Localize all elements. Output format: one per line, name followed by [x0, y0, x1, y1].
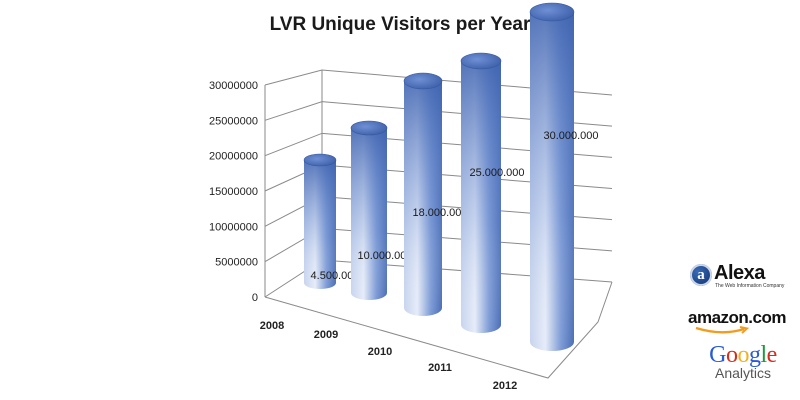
floor-edge [264, 281, 613, 379]
amazon-smile-icon [695, 326, 750, 334]
google-analytics-logo: Google Analytics [698, 342, 788, 392]
x-tick-label: 2009 [314, 329, 338, 341]
google-letter: o [726, 342, 738, 368]
google-wordmark: Google [698, 342, 788, 368]
alexa-tagline: The Web Information Company [715, 283, 785, 289]
google-letter: e [766, 342, 778, 368]
google-letter: g [749, 342, 761, 368]
data-label: 4.500.000 [311, 270, 360, 282]
x-tick-label: 2011 [428, 362, 452, 374]
google-letter: l [760, 342, 768, 368]
bars: 4.500.000 10.000.000 18.000.000 25.000.000 3… [303, 2, 599, 351]
google-letter: G [709, 342, 726, 368]
amazon-wordmark: amazon.com [688, 308, 786, 327]
x-tick-label: 2010 [368, 346, 392, 358]
y-tick-label: 15000000 [209, 186, 258, 198]
bar-2010 [403, 72, 443, 316]
x-tick-label: 2012 [493, 380, 517, 392]
y-tick-label: 25000000 [209, 115, 258, 127]
bar-2008 [303, 153, 337, 289]
chart-title: LVR Unique Visitors per Year [270, 14, 531, 35]
y-tick-label: 0 [252, 292, 258, 304]
alexa-logo: a Alexa The Web Information Company [690, 262, 790, 292]
y-tick-label: 20000000 [209, 151, 258, 163]
gridlines [264, 69, 613, 379]
data-label: 25.000.000 [469, 167, 524, 179]
y-tick-label: 10000000 [209, 221, 258, 233]
data-label: 18.000.000 [412, 207, 467, 219]
y-axis-ticks: 0 5000000 10000000 15000000 20000000 25000000… [209, 80, 258, 304]
google-analytics-label: Analytics [714, 365, 772, 381]
alexa-badge-icon: a [690, 264, 712, 286]
y-tick-label: 30000000 [209, 80, 258, 92]
data-label: 10.000.000 [357, 250, 412, 262]
google-letter: o [737, 342, 750, 368]
x-tick-label: 2008 [260, 320, 284, 332]
bar-2011 [460, 52, 502, 333]
x-axis-ticks: 2008 2009 2010 2011 2012 [260, 320, 517, 392]
data-label: 30.000.000 [543, 130, 598, 142]
alexa-mark: a [697, 267, 705, 283]
bar-2009 [350, 120, 388, 300]
y-tick-label: 5000000 [215, 257, 258, 269]
alexa-wordmark: Alexa [714, 262, 765, 284]
bar-2012 [529, 2, 575, 351]
amazon-logo: amazon.com [688, 308, 788, 338]
